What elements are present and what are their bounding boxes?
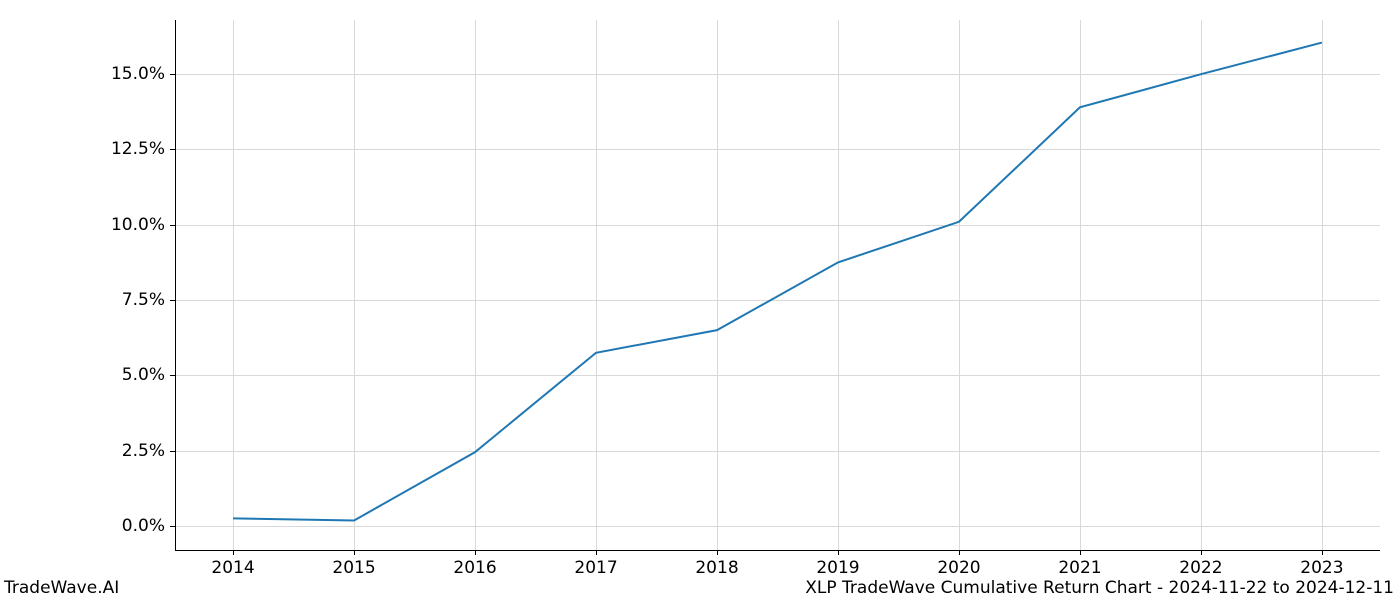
line-series (0, 0, 1400, 600)
data-line (233, 43, 1322, 521)
